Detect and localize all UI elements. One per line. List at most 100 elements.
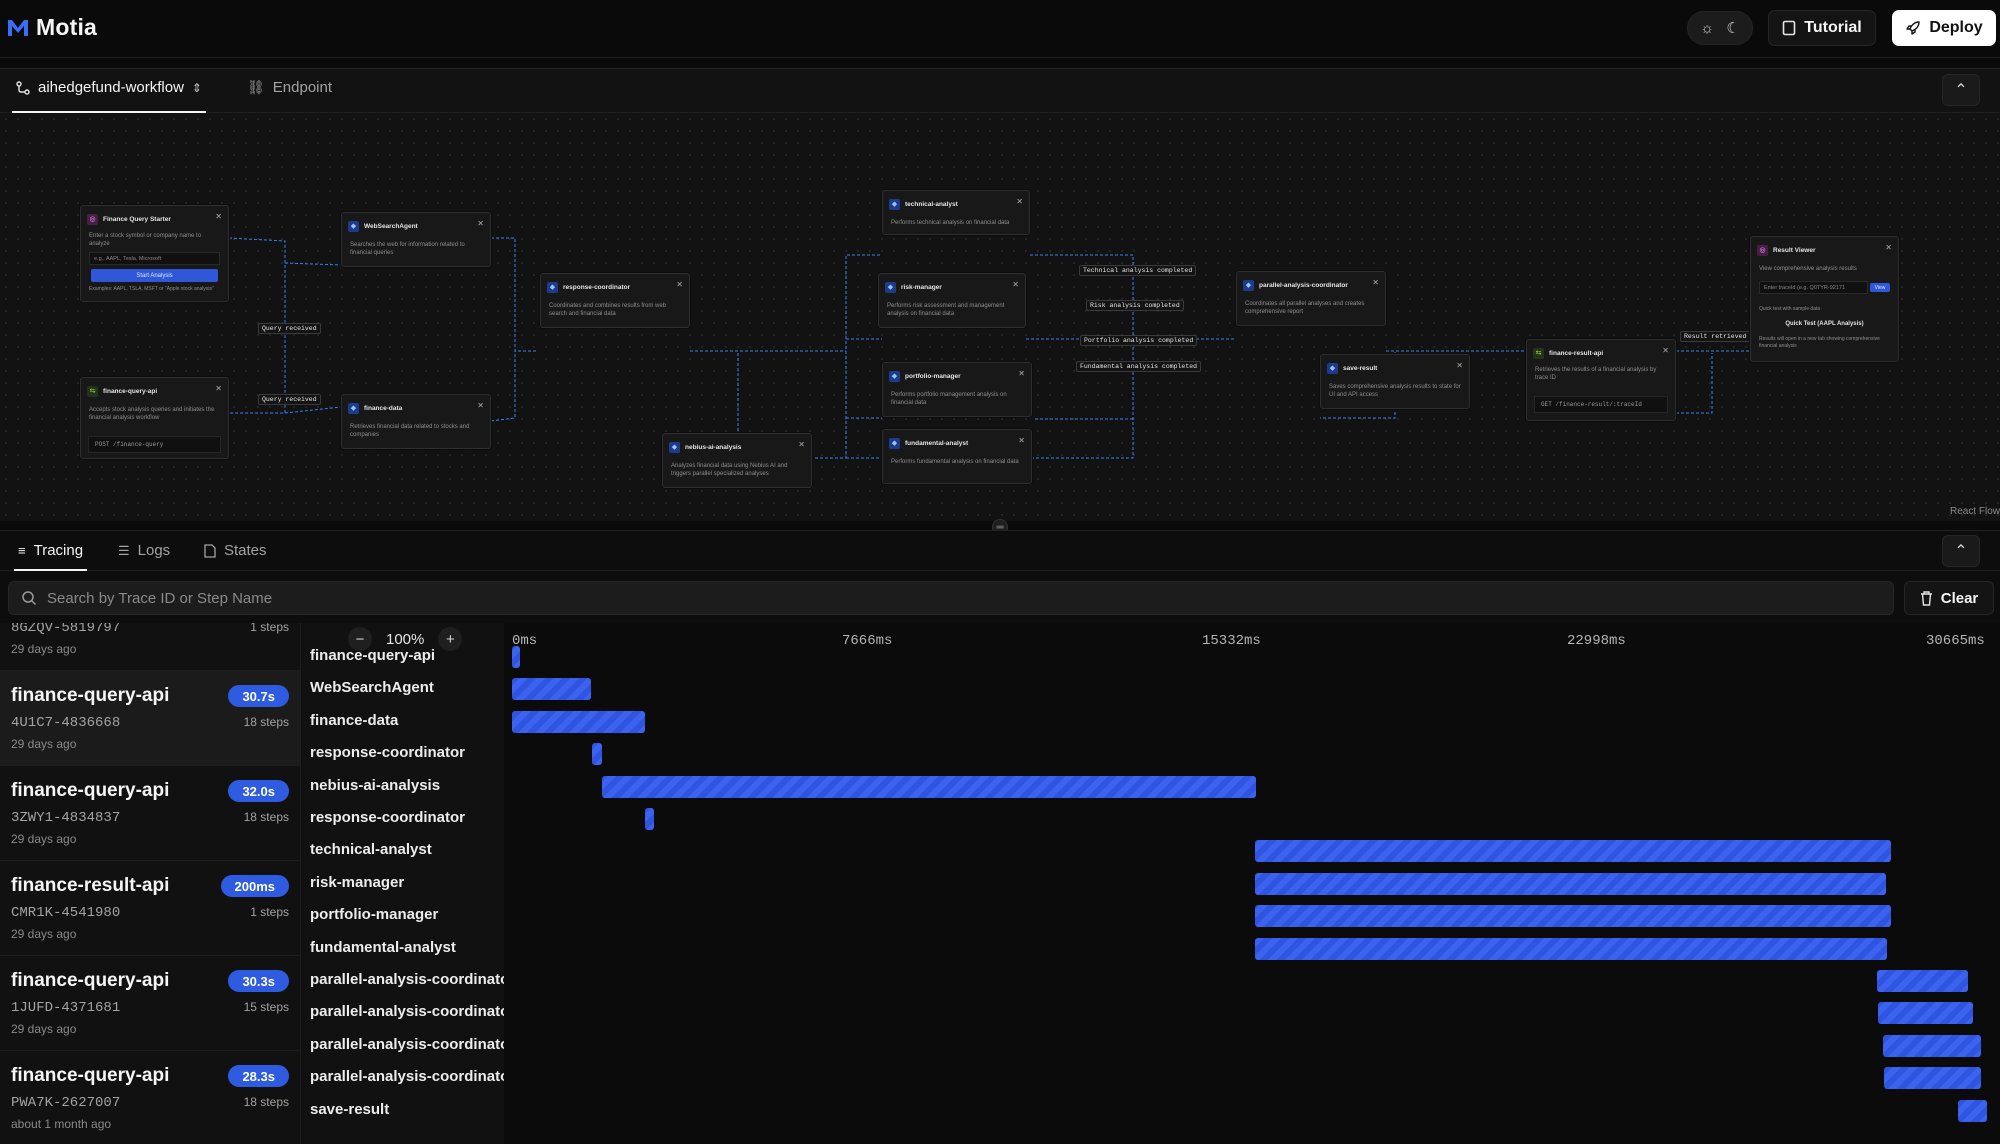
start-analysis-button[interactable]: Start Analysis	[91, 269, 218, 282]
close-icon[interactable]: ✕	[1372, 278, 1379, 287]
node-title: Result Viewer	[1773, 246, 1816, 254]
trace-search[interactable]	[8, 581, 1894, 615]
node-save-result[interactable]: ◆ save-result ✕ Saves comprehensive analys…	[1320, 354, 1470, 409]
node-nebius-ai-analysis[interactable]: ◆ nebius-ai-analysis ✕ Analyzes financial …	[662, 433, 812, 488]
step-duration-bar[interactable]	[592, 743, 602, 766]
flow-canvas[interactable]: Query received Query received Technical …	[0, 113, 2000, 521]
react-flow-attribution[interactable]: React Flow	[1949, 506, 2000, 517]
step-duration-bar[interactable]	[1254, 872, 1887, 895]
step-duration-bar[interactable]	[1883, 1067, 1982, 1090]
step-label[interactable]: finance-data	[310, 711, 399, 729]
step-duration-bar[interactable]	[1877, 970, 1969, 992]
trace-item[interactable]: 8GZQV-5819797 1 steps 29 days ago	[0, 623, 300, 671]
step-duration-bar[interactable]	[1254, 840, 1891, 863]
step-label[interactable]: parallel-analysis-coordinator	[310, 1003, 504, 1021]
minus-icon[interactable]: −	[348, 627, 372, 651]
trace-list[interactable]: 8GZQV-5819797 1 steps 29 days ago financ…	[0, 623, 301, 1144]
node-portfolio-manager[interactable]: ◆ portfolio-manager ✕ Performs portfolio m…	[882, 362, 1032, 417]
node-websearchagent[interactable]: ◆ WebSearchAgent ✕ Searches the web for in…	[341, 212, 491, 267]
node-fundamental-analyst[interactable]: ◆ fundamental-analyst ✕ Performs fundament…	[882, 429, 1032, 484]
tab-endpoint[interactable]: ⛓ Endpoint	[247, 79, 332, 96]
close-icon[interactable]: ✕	[1018, 436, 1025, 445]
moon-icon[interactable]: ☾	[1726, 20, 1740, 37]
step-label[interactable]: WebSearchAgent	[310, 679, 434, 697]
step-label[interactable]: finance-query-api	[310, 647, 436, 664]
node-title: WebSearchAgent	[364, 222, 418, 230]
tab-tracing[interactable]: ≡ Tracing	[13, 542, 88, 571]
edge-label-fundamental-completed: Fundamental analysis completed	[1076, 361, 1202, 372]
collapse-bottom-button[interactable]: ⌃	[1942, 535, 1980, 567]
step-duration-bar[interactable]	[512, 710, 646, 733]
step-label[interactable]: parallel-analysis-coordinator	[310, 1068, 504, 1086]
step-duration-bar[interactable]	[1878, 1002, 1973, 1025]
step-duration-bar[interactable]	[1883, 1034, 1981, 1057]
tutorial-button[interactable]: Tutorial	[1768, 10, 1876, 46]
close-icon[interactable]: ✕	[215, 212, 222, 221]
trace-item[interactable]: finance-query-api 30.3s 1JUFD-4371681 15…	[0, 956, 300, 1051]
step-label[interactable]: response-coordinator	[310, 744, 466, 762]
step-duration-bar[interactable]	[645, 808, 654, 830]
step-duration-bar[interactable]	[1254, 905, 1891, 928]
node-technical-analyst[interactable]: ◆ technical-analyst ✕ Performs technical a…	[882, 190, 1030, 235]
tab-aihedgefund-workflow[interactable]: aihedgefund-workflow ⇕	[12, 79, 206, 113]
node-finance-result-api[interactable]: ⇆ finance-result-api ✕ Retrieves the resul…	[1526, 339, 1676, 421]
logo[interactable]: Motia	[6, 14, 97, 41]
close-icon[interactable]: ✕	[1018, 369, 1025, 378]
theme-toggle[interactable]: ☼ ☾	[1687, 11, 1753, 45]
step-duration-bar[interactable]	[512, 678, 592, 701]
chevron-updown-icon[interactable]: ⇕	[191, 80, 202, 95]
close-icon[interactable]: ✕	[798, 440, 805, 449]
close-icon[interactable]: ✕	[1456, 361, 1463, 370]
node-finance-query-starter[interactable]: ◎ Finance Query Starter ✕ Enter a stock sy…	[80, 205, 229, 302]
step-label[interactable]: save-result	[310, 1100, 390, 1118]
collapse-flow-button[interactable]: ⌃	[1942, 74, 1980, 106]
stock-query-input[interactable]: e.g., AAPL, Tesla, Microsoft	[89, 252, 220, 265]
step-label[interactable]: technical-analyst	[310, 841, 432, 859]
close-icon[interactable]: ✕	[1012, 280, 1019, 289]
search-input[interactable]	[47, 589, 1847, 607]
trace-timeline[interactable]: finance-query-api WebSearchAgent finance-d…	[302, 623, 2000, 1144]
step-duration-bar[interactable]	[602, 775, 1257, 798]
tab-logs[interactable]: ☰ Logs	[118, 542, 170, 559]
trace-item[interactable]: finance-query-api 30.7s 4U1C7-4836668 18…	[0, 671, 300, 766]
step-duration-bar[interactable]	[512, 646, 520, 668]
deploy-button[interactable]: Deploy	[1892, 10, 1996, 46]
step-label[interactable]: portfolio-manager	[310, 906, 439, 924]
step-label[interactable]: response-coordinator	[310, 809, 466, 826]
close-icon[interactable]: ✕	[215, 384, 222, 393]
clear-button[interactable]: Clear	[1904, 581, 1994, 615]
node-parallel-analysis-coordinator[interactable]: ◆ parallel-analysis-coordinator ✕ Coordina…	[1236, 271, 1386, 326]
step-label[interactable]: fundamental-analyst	[310, 938, 456, 956]
node-title: portfolio-manager	[905, 372, 961, 380]
trace-item[interactable]: finance-query-api 32.0s 3ZWY1-4834837 18…	[0, 766, 300, 861]
node-result-viewer[interactable]: ◎ Result Viewer ✕ View comprehensive analy…	[1750, 236, 1899, 362]
node-response-coordinator[interactable]: ◆ response-coordinator ✕ Coordinates and c…	[540, 273, 690, 328]
step-label[interactable]: risk-manager	[310, 873, 405, 891]
close-icon[interactable]: ✕	[1885, 243, 1892, 252]
trace-id-input[interactable]: Enter traceId (e.g. Q0TYR-92171	[1759, 281, 1868, 294]
node-risk-manager[interactable]: ◆ risk-manager ✕ Performs risk assessment …	[878, 273, 1026, 328]
close-icon[interactable]: ✕	[1016, 197, 1023, 206]
view-button[interactable]: View	[1870, 283, 1890, 292]
step-label[interactable]: parallel-analysis-coordinator	[310, 1035, 504, 1053]
trace-item[interactable]: finance-query-api 28.3s PWA7K-2627007 18…	[0, 1051, 300, 1144]
sun-icon[interactable]: ☼	[1700, 19, 1714, 37]
zoom-value: 100%	[386, 630, 425, 648]
node-finance-data[interactable]: ◆ finance-data ✕ Retrieves financial data …	[341, 394, 491, 449]
edge-label-query-received: Query received	[258, 394, 321, 405]
tab-states[interactable]: States	[204, 542, 267, 559]
trace-item[interactable]: finance-result-api 200ms CMR1K-4541980 1…	[0, 861, 300, 956]
close-icon[interactable]: ✕	[477, 219, 484, 228]
close-icon[interactable]: ✕	[477, 401, 484, 410]
node-description: Performs technical analysis on financial…	[891, 220, 1010, 226]
quick-test-button[interactable]: Quick Test (AAPL Analysis)	[1785, 321, 1864, 327]
step-duration-bar[interactable]	[1254, 937, 1888, 960]
plus-icon[interactable]: +	[438, 627, 463, 651]
book-icon	[1782, 20, 1796, 36]
step-label[interactable]: nebius-ai-analysis	[310, 776, 441, 794]
step-duration-bar[interactable]	[1957, 1099, 1987, 1122]
close-icon[interactable]: ✕	[1662, 346, 1669, 355]
node-finance-query-api[interactable]: ⇆ finance-query-api ✕ Accepts stock analys…	[80, 377, 229, 459]
step-label[interactable]: parallel-analysis-coordinator	[310, 971, 504, 988]
close-icon[interactable]: ✕	[676, 280, 683, 289]
